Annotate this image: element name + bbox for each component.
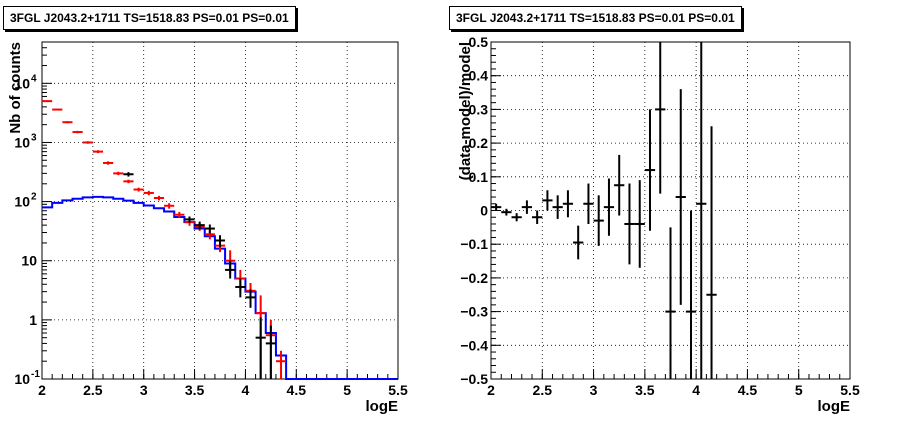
data-point [194, 221, 205, 230]
data-point [593, 195, 604, 246]
x-tick-label: 2 [487, 382, 495, 398]
data-point [521, 200, 533, 214]
model-point [153, 195, 165, 201]
y-tick-label: 1 [29, 312, 37, 328]
data-point [655, 42, 666, 194]
x-axis-label: logE [366, 398, 399, 415]
data-point [245, 289, 256, 308]
data-point [255, 317, 266, 379]
plot-frame [41, 41, 399, 380]
y-tick-label: −0.5 [460, 371, 488, 387]
y-tick-exponent: -1 [31, 369, 40, 380]
data-point [573, 225, 584, 260]
model-point [133, 187, 144, 192]
model-point [103, 161, 114, 165]
data-point [235, 278, 246, 298]
model-point [113, 171, 124, 176]
model-point [42, 100, 53, 103]
data-point [184, 216, 195, 223]
x-tick-label: 3 [140, 382, 148, 398]
data-point [634, 180, 645, 268]
data-point [542, 190, 553, 211]
y-axis-label: (data-model)/model [457, 42, 474, 180]
data-point [532, 210, 543, 224]
y-axis-label: Nb of counts [7, 42, 24, 134]
x-tick-label: 4.5 [287, 382, 307, 398]
x-tick-label: 5.5 [840, 382, 860, 398]
y-tick-label: 10 [14, 194, 30, 210]
y-tick-label: 0.4 [469, 68, 489, 84]
y-tick-label: 0.3 [469, 101, 489, 117]
model-point [62, 121, 73, 124]
chart-title-left: 3FGL J2043.2+1711 TS=1518.83 PS=0.01 PS=… [3, 6, 296, 30]
model-point [52, 108, 63, 111]
data-point [644, 109, 656, 231]
y-tick-exponent: 3 [31, 132, 37, 143]
data-point [624, 183, 635, 265]
model-point [164, 203, 175, 209]
data-point [265, 325, 276, 379]
y-tick-label: −0.2 [460, 270, 488, 286]
data-point [665, 227, 676, 379]
model-histogram-line [42, 195, 398, 380]
data-point [552, 195, 563, 219]
x-tick-label: 3.5 [185, 382, 205, 398]
data-point [685, 210, 697, 379]
y-tick-label: 10 [14, 371, 30, 387]
y-tick-label: 10 [21, 253, 37, 269]
y-tick-label: 0 [480, 203, 488, 219]
x-tick-label: 5 [795, 382, 803, 398]
y-tick-label: 10 [14, 134, 30, 150]
data-point [214, 235, 226, 248]
model-point [174, 211, 185, 218]
data-point [562, 190, 574, 218]
y-tick-label: 10 [14, 75, 30, 91]
x-axis-label: logE [818, 398, 851, 415]
x-tick-label: 4 [692, 382, 700, 398]
y-tick-label: 0.2 [469, 135, 489, 151]
y-tick-exponent: 4 [31, 73, 37, 84]
data-point [675, 89, 686, 305]
x-tick-label: 2 [38, 382, 46, 398]
data-point [225, 260, 236, 279]
y-tick-label: −0.3 [460, 304, 488, 320]
x-tick-label: 3.5 [635, 382, 655, 398]
data-point [706, 126, 717, 379]
chart-title-right: 3FGL J2043.2+1711 TS=1518.83 PS=0.01 PS=… [449, 6, 742, 30]
data-point [123, 172, 134, 177]
model-point [123, 179, 134, 184]
model-point [143, 190, 154, 196]
data-point [603, 178, 615, 236]
y-tick-label: −0.4 [460, 337, 488, 353]
model-point [72, 130, 83, 134]
data-point [204, 224, 215, 234]
x-tick-label: 3 [590, 382, 598, 398]
model-point [275, 350, 287, 379]
y-tick-label: 0.1 [469, 169, 489, 185]
y-tick-label: 0.5 [469, 34, 489, 50]
residuals-panel: 2 2.5 3 3.5 4 4.5 5 5.5 −0.5 −0.4 −0.3 −0.2 −0.1 0 0.1… [457, 34, 860, 415]
x-tick-label: 2.5 [83, 382, 103, 398]
y-tick-exponent: 2 [31, 192, 37, 203]
y-tick-label: −0.1 [460, 236, 488, 252]
data-point [614, 154, 625, 216]
data-point [501, 208, 512, 216]
x-tick-label: 4 [242, 382, 250, 398]
data-point [511, 213, 522, 222]
model-point [92, 150, 104, 154]
model-point [82, 141, 93, 144]
x-tick-label: 5 [343, 382, 351, 398]
x-tick-label: 2.5 [533, 382, 553, 398]
x-tick-label: 4.5 [738, 382, 758, 398]
x-tick-label: 5.5 [388, 382, 408, 398]
data-point [491, 203, 502, 211]
data-point [696, 42, 707, 379]
data-point [583, 183, 594, 224]
